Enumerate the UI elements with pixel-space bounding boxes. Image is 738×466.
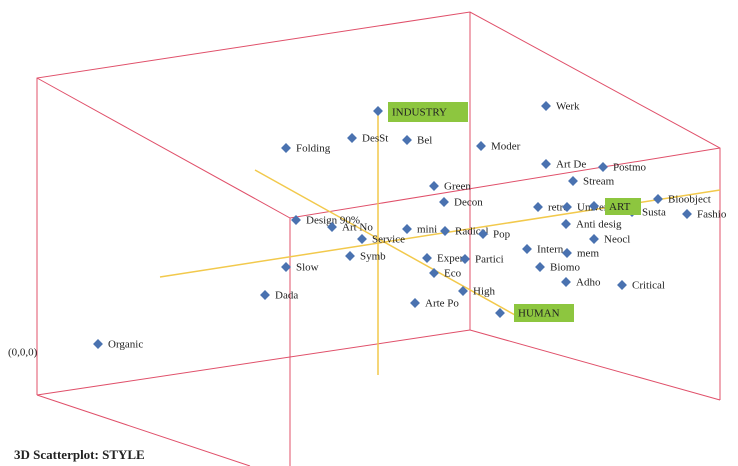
point-label: retro [548,202,569,214]
point-marker [561,277,571,287]
point-marker [260,290,270,300]
point-label: Biomo [550,262,580,274]
point-marker [347,133,357,143]
axis-label-box [388,102,468,122]
point-label: Intern [537,244,564,256]
point-marker [682,209,692,219]
origin-label: (0,0,0) [8,347,38,359]
axis-label: INDUSTRY [392,107,447,119]
point-label: Partici [475,254,504,266]
point-label: Eco [444,268,462,280]
point-marker [402,135,412,145]
point-marker [476,141,486,151]
point-label: Service [372,234,405,246]
point-label: Green [444,181,471,193]
point-marker [422,253,432,263]
point-label: Werk [556,101,580,113]
point-marker [562,202,572,212]
point-marker [373,106,383,116]
point-marker [589,201,599,211]
cube-edge [36,394,251,466]
point-label: Critical [632,280,665,292]
point-marker [93,339,103,349]
point-label: DesSt [362,133,388,145]
point-label: Fashio [697,209,727,221]
point-marker [439,197,449,207]
point-label: Organic [108,339,143,351]
point-marker [281,262,291,272]
point-marker [617,280,627,290]
axis-label-box [605,198,641,215]
point-label: High [473,286,496,298]
point-marker [598,162,608,172]
point-marker [478,229,488,239]
point-label: mini [417,224,437,236]
point-marker [533,202,543,212]
point-marker [568,176,578,186]
axis-line [254,169,516,316]
point-label: Bel [417,135,432,147]
axis-label: HUMAN [518,308,560,320]
point-marker [345,251,355,261]
point-label: Pop [493,229,511,241]
point-marker [535,262,545,272]
point-marker [541,101,551,111]
point-marker [653,194,663,204]
cube-edge [469,329,721,401]
point-marker [429,268,439,278]
point-label: Exper [437,253,464,265]
point-label: Anti desig [576,219,622,231]
point-label: Design 90% [306,215,360,227]
chart-title: 3D Scatterplot: STYLE [14,447,145,462]
point-label: Decon [454,197,483,209]
point-label: Arte Po [425,298,459,310]
point-label: Stream [583,176,615,188]
point-marker [357,234,367,244]
point-label: Adho [576,277,601,289]
point-marker [402,224,412,234]
point-marker [522,244,532,254]
point-label: Postmo [613,162,647,174]
point-marker [440,226,450,236]
point-marker [562,248,572,258]
point-label: Art De [556,159,586,171]
point-label: Dada [275,290,298,302]
point-label: Folding [296,143,331,155]
point-marker [458,286,468,296]
cube [36,11,721,466]
point-label: Moder [491,141,521,153]
axis-label-box [514,304,574,322]
point-marker [495,308,505,318]
point-label: Neocl [604,234,630,246]
axes [159,111,721,375]
point-marker [410,298,420,308]
point-marker [291,215,301,225]
point-marker [429,181,439,191]
cube-edge [36,329,471,396]
point-marker [541,159,551,169]
point-label: mem [577,248,599,260]
point-label: Art No [342,222,373,234]
point-marker [281,143,291,153]
point-marker [589,234,599,244]
point-marker [327,222,337,232]
point-label: Bioobject [668,194,711,206]
point-marker [561,219,571,229]
point-label: Susta [642,207,666,219]
point-label: Symb [360,251,386,263]
point-label: Slow [296,262,319,274]
axis-label: ART [609,201,631,213]
